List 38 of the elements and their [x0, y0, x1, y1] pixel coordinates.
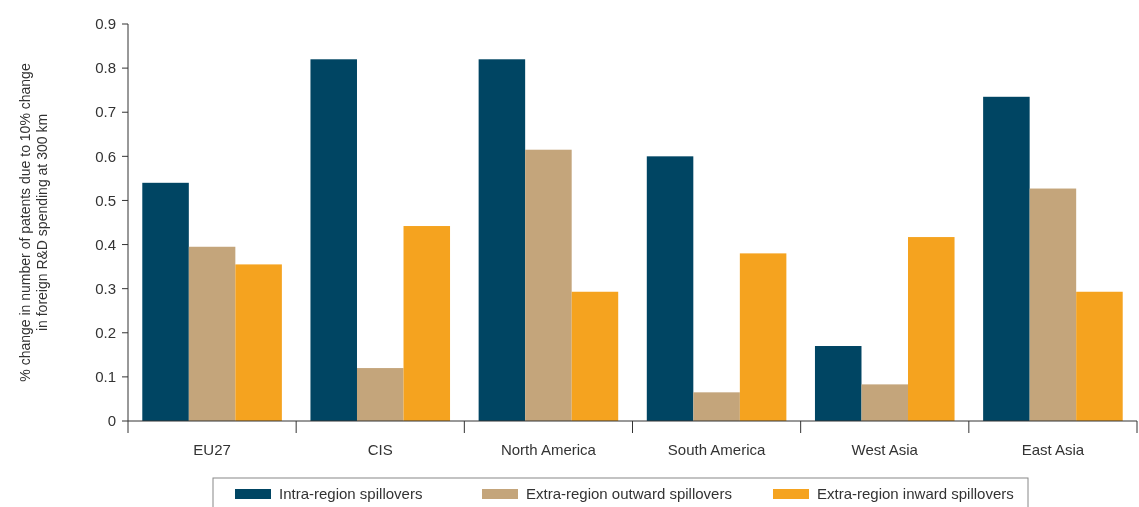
y-tick-label: 0.3 — [95, 279, 116, 297]
x-tick-label: South America — [667, 441, 767, 458]
legend-label: Intra-region spillovers — [279, 485, 423, 502]
y-tick-label: 0.2 — [95, 324, 116, 342]
bar — [235, 264, 282, 421]
bar — [814, 346, 862, 421]
y-tick-label: 0 — [107, 412, 116, 430]
bar — [142, 182, 189, 421]
y-axis-title: % change in number of patents due to 10% change in foreign R&D spending at 300 km — [17, 63, 50, 382]
y-tick-label: 0.5 — [95, 191, 116, 209]
x-tick-label: CIS — [367, 441, 393, 458]
bar — [739, 253, 787, 421]
bar — [478, 59, 526, 421]
bar — [983, 96, 1030, 421]
bar — [693, 392, 740, 421]
bar — [403, 226, 451, 421]
bar — [356, 368, 404, 421]
legend-label: Extra-region inward spillovers — [817, 485, 1014, 502]
bar — [188, 246, 236, 421]
y-tick-label: 0.9 — [95, 15, 116, 33]
bar — [646, 156, 694, 421]
y-tick-label: 0.7 — [95, 103, 116, 121]
y-tick-label: 0.8 — [95, 59, 116, 77]
bar — [861, 384, 909, 421]
x-tick-label: West Asia — [851, 441, 919, 458]
bar — [1076, 291, 1123, 421]
bar — [1029, 188, 1077, 421]
x-tick-label: EU27 — [193, 441, 231, 458]
bar — [908, 237, 955, 421]
y-tick-label: 0.4 — [95, 235, 116, 253]
bar — [571, 291, 619, 421]
bar — [310, 59, 357, 421]
legend-label: Extra-region outward spillovers — [526, 485, 732, 502]
y-tick-label: 0.1 — [95, 368, 116, 386]
x-tick-label: North America — [500, 441, 597, 458]
bar — [525, 149, 572, 421]
y-tick-label: 0.6 — [95, 147, 116, 165]
x-tick-label: East Asia — [1021, 441, 1085, 458]
